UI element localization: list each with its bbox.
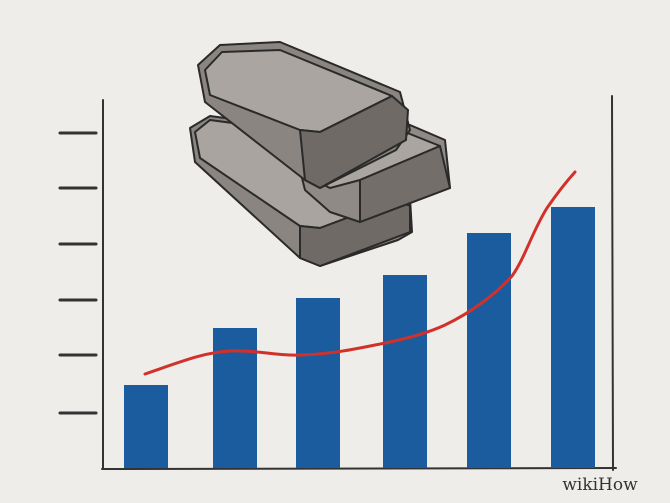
bar <box>383 275 427 468</box>
right-axis <box>611 95 614 471</box>
ingot-side <box>299 199 411 267</box>
bar <box>213 328 257 468</box>
axes <box>101 95 617 471</box>
bar <box>551 207 595 468</box>
bottom-axis <box>101 467 617 470</box>
bar <box>467 233 511 468</box>
watermark: wikiHow <box>562 475 638 495</box>
ingot-side <box>299 95 409 189</box>
bars <box>124 207 595 468</box>
bar <box>124 385 168 468</box>
bar <box>296 298 340 468</box>
axis-ticks <box>58 131 98 415</box>
trend-line <box>143 170 577 376</box>
ingot-side <box>359 145 451 223</box>
silver-bars <box>189 41 451 267</box>
